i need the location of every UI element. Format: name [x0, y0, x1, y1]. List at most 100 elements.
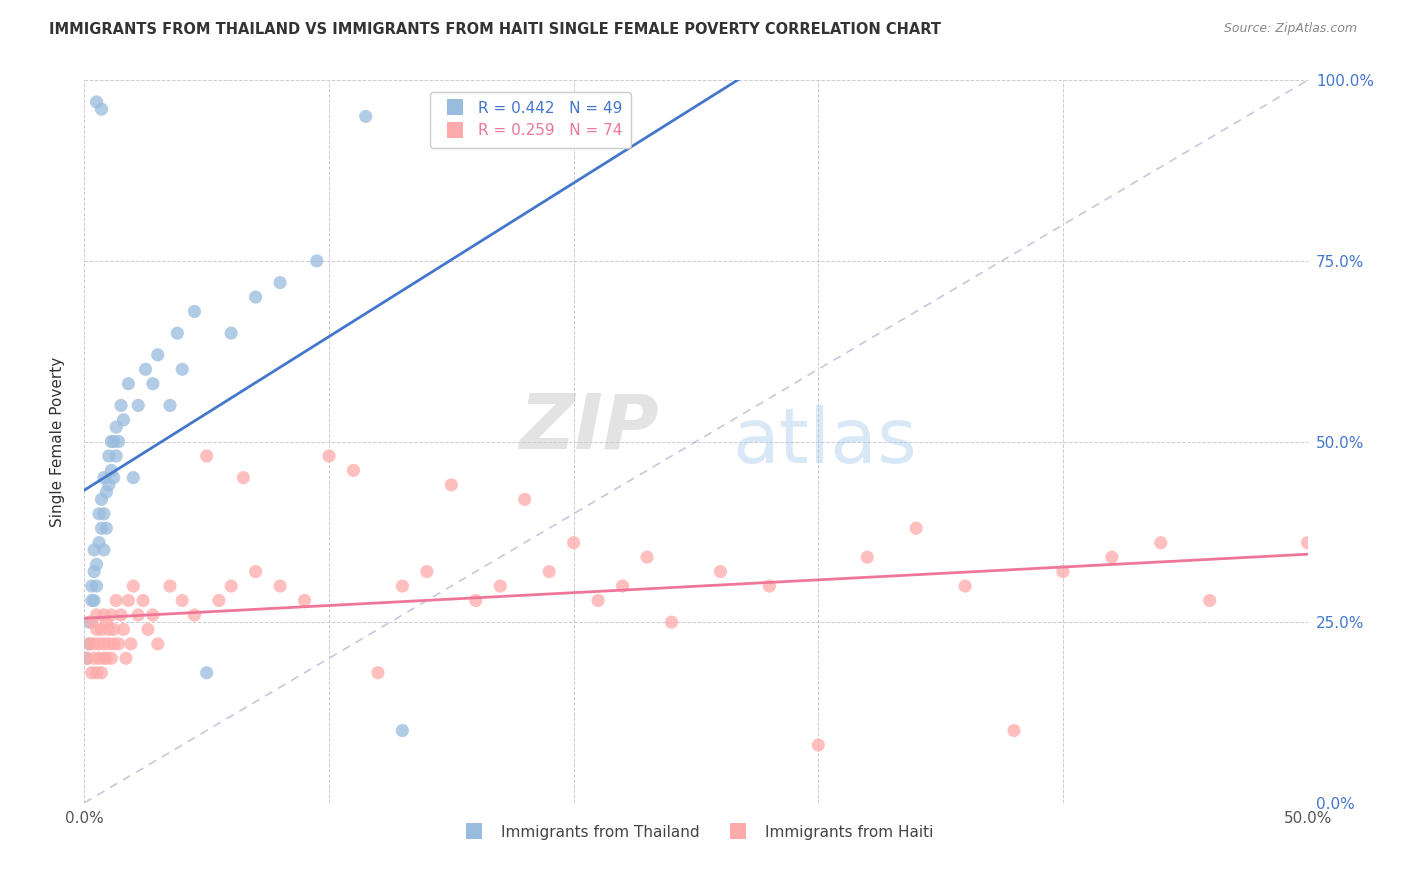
- Point: [77, 637, 100, 651]
- Point: [538, 565, 561, 579]
- Point: [122, 470, 145, 484]
- Point: [1101, 550, 1123, 565]
- Point: [90, 102, 112, 116]
- Point: [117, 376, 139, 391]
- Point: [269, 579, 291, 593]
- Point: [93, 507, 115, 521]
- Point: [115, 651, 138, 665]
- Point: [107, 434, 129, 449]
- Point: [142, 607, 165, 622]
- Point: [80, 579, 103, 593]
- Point: [87, 535, 110, 549]
- Point: [112, 413, 135, 427]
- Point: [77, 637, 100, 651]
- Point: [86, 95, 108, 109]
- Point: [146, 348, 169, 362]
- Point: [86, 607, 108, 622]
- Point: [245, 290, 267, 304]
- Point: [90, 521, 112, 535]
- Point: [136, 623, 159, 637]
- Point: [97, 478, 120, 492]
- Point: [90, 492, 112, 507]
- Text: ZIP: ZIP: [520, 390, 659, 464]
- Point: [117, 593, 139, 607]
- Point: [96, 615, 118, 630]
- Point: [76, 651, 98, 665]
- Point: [100, 434, 122, 449]
- Point: [100, 607, 122, 622]
- Point: [83, 651, 105, 665]
- Point: [612, 579, 634, 593]
- Point: [135, 362, 157, 376]
- Point: [86, 579, 108, 593]
- Point: [110, 607, 132, 622]
- Point: [100, 651, 122, 665]
- Point: [245, 565, 267, 579]
- Point: [1296, 535, 1319, 549]
- Point: [80, 593, 103, 607]
- Point: [294, 593, 316, 607]
- Point: [90, 665, 112, 680]
- Point: [1002, 723, 1025, 738]
- Point: [172, 362, 194, 376]
- Point: [103, 470, 125, 484]
- Point: [354, 110, 377, 124]
- Point: [953, 579, 976, 593]
- Text: IMMIGRANTS FROM THAILAND VS IMMIGRANTS FROM HAITI SINGLE FEMALE POVERTY CORRELAT: IMMIGRANTS FROM THAILAND VS IMMIGRANTS F…: [49, 22, 941, 37]
- Point: [96, 651, 118, 665]
- Point: [87, 507, 110, 521]
- Point: [112, 623, 135, 637]
- Point: [709, 565, 731, 579]
- Point: [367, 665, 389, 680]
- Point: [132, 593, 155, 607]
- Legend: Immigrants from Thailand, Immigrants from Haiti: Immigrants from Thailand, Immigrants fro…: [453, 819, 939, 846]
- Point: [80, 665, 103, 680]
- Point: [97, 623, 120, 637]
- Point: [120, 637, 142, 651]
- Point: [219, 579, 242, 593]
- Point: [636, 550, 658, 565]
- Point: [183, 304, 205, 318]
- Point: [391, 579, 413, 593]
- Point: [391, 723, 413, 738]
- Point: [342, 463, 364, 477]
- Point: [86, 665, 108, 680]
- Point: [142, 376, 165, 391]
- Point: [195, 665, 218, 680]
- Point: [96, 521, 118, 535]
- Point: [80, 615, 103, 630]
- Point: [305, 253, 328, 268]
- Y-axis label: Single Female Poverty: Single Female Poverty: [51, 357, 65, 526]
- Point: [586, 593, 609, 607]
- Point: [159, 398, 181, 412]
- Point: [103, 637, 125, 651]
- Point: [103, 623, 125, 637]
- Point: [219, 326, 242, 340]
- Point: [83, 593, 105, 607]
- Point: [1198, 593, 1220, 607]
- Point: [269, 276, 291, 290]
- Point: [127, 398, 149, 412]
- Point: [464, 593, 486, 607]
- Point: [758, 579, 780, 593]
- Point: [183, 607, 205, 622]
- Point: [77, 615, 100, 630]
- Point: [105, 420, 128, 434]
- Text: Source: ZipAtlas.com: Source: ZipAtlas.com: [1223, 22, 1357, 36]
- Point: [232, 470, 254, 484]
- Point: [86, 558, 108, 572]
- Point: [166, 326, 188, 340]
- Point: [807, 738, 830, 752]
- Point: [87, 637, 110, 651]
- Point: [93, 651, 115, 665]
- Point: [440, 478, 463, 492]
- Point: [416, 565, 439, 579]
- Point: [105, 449, 128, 463]
- Point: [661, 615, 683, 630]
- Point: [905, 521, 928, 535]
- Point: [127, 607, 149, 622]
- Point: [96, 485, 118, 500]
- Point: [93, 470, 115, 484]
- Point: [93, 637, 115, 651]
- Point: [107, 637, 129, 651]
